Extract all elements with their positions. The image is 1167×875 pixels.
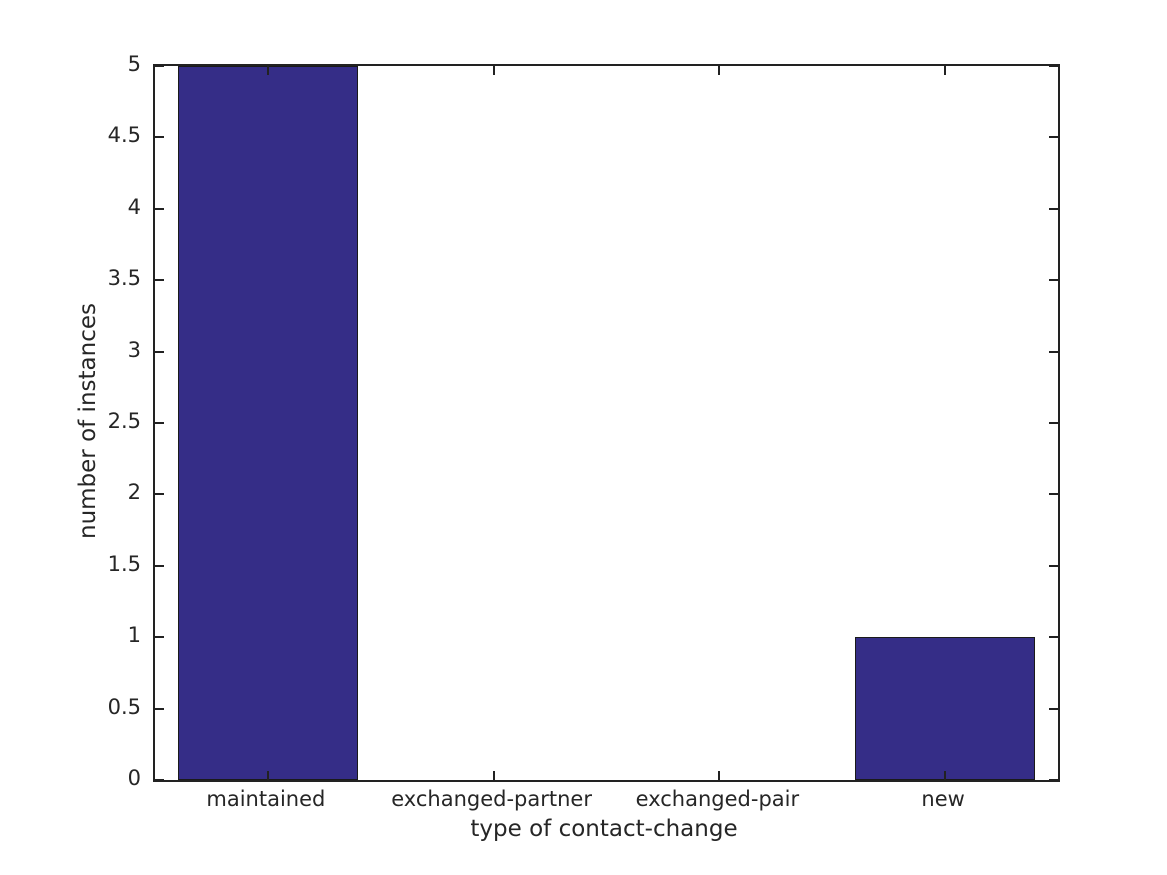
y-tick-label-5: 5 bbox=[127, 52, 141, 76]
y-tick-right-5 bbox=[1049, 65, 1058, 67]
y-tick-right-4.5 bbox=[1049, 136, 1058, 139]
y-tick-label-1.5: 1.5 bbox=[107, 551, 141, 576]
x-tick-label-exchanged-partner: exchanged-partner bbox=[391, 787, 592, 811]
bar-maintained bbox=[177, 66, 359, 780]
bar-new bbox=[854, 637, 1036, 780]
y-tick-right-3 bbox=[1049, 350, 1058, 353]
y-tick-right-1.5 bbox=[1049, 564, 1058, 567]
y-tick-left-4.5 bbox=[155, 136, 164, 139]
y-tick-right-3.5 bbox=[1049, 279, 1058, 282]
x-tick-label-exchanged-pair: exchanged-pair bbox=[635, 787, 800, 811]
y-tick-label-1: 1 bbox=[127, 623, 141, 648]
y-tick-label-2.5: 2.5 bbox=[107, 409, 141, 433]
y-tick-left-3.5 bbox=[155, 279, 164, 282]
x-tick-top-exchanged-pair bbox=[718, 66, 721, 75]
x-tick-top-maintained bbox=[266, 66, 269, 75]
y-tick-label-3.5: 3.5 bbox=[107, 266, 141, 291]
y-tick-left-3 bbox=[155, 350, 164, 353]
y-tick-label-4.5: 4.5 bbox=[107, 123, 141, 148]
y-tick-right-4 bbox=[1049, 207, 1058, 210]
y-tick-left-4 bbox=[155, 207, 164, 210]
x-axis-label: type of contact-change bbox=[470, 816, 738, 842]
y-tick-left-0 bbox=[155, 779, 164, 781]
x-tick-top-exchanged-partner bbox=[492, 66, 495, 75]
y-tick-label-3: 3 bbox=[127, 337, 141, 362]
y-tick-right-0 bbox=[1049, 779, 1058, 781]
x-tick-bottom-new bbox=[944, 771, 947, 780]
x-tick-label-maintained: maintained bbox=[206, 787, 326, 811]
x-tick-top-new bbox=[944, 66, 947, 75]
x-tick-bottom-maintained bbox=[266, 771, 269, 780]
y-tick-right-1 bbox=[1049, 636, 1058, 639]
x-tick-bottom-exchanged-pair bbox=[718, 771, 721, 780]
y-tick-left-1 bbox=[155, 636, 164, 639]
y-tick-right-2 bbox=[1049, 493, 1058, 496]
y-tick-left-2 bbox=[155, 493, 164, 496]
y-tick-label-2: 2 bbox=[127, 480, 141, 505]
x-tick-bottom-exchanged-partner bbox=[492, 771, 495, 780]
y-tick-left-2.5 bbox=[155, 422, 164, 424]
y-tick-right-2.5 bbox=[1049, 422, 1058, 424]
y-tick-left-5 bbox=[155, 65, 164, 67]
x-tick-label-new: new bbox=[921, 787, 965, 811]
y-tick-left-1.5 bbox=[155, 564, 164, 567]
y-tick-right-0.5 bbox=[1049, 707, 1058, 710]
y-tick-label-4: 4 bbox=[127, 194, 141, 219]
plot-area bbox=[153, 64, 1060, 782]
y-tick-left-0.5 bbox=[155, 707, 164, 710]
y-tick-label-0.5: 0.5 bbox=[107, 694, 141, 719]
y-tick-label-0: 0 bbox=[127, 766, 141, 790]
